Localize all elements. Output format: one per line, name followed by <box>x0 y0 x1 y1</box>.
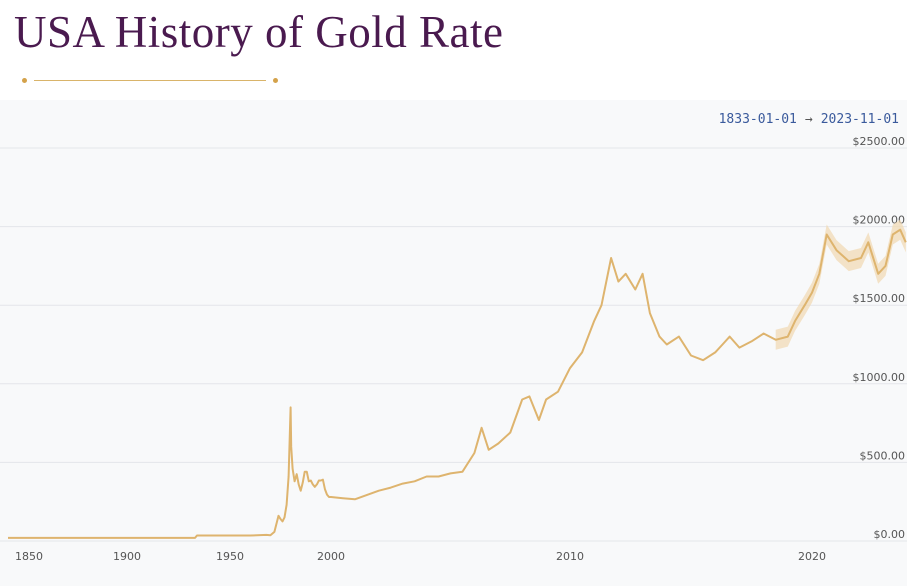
divider-line <box>34 80 266 81</box>
x-tick-label: 2020 <box>798 550 826 563</box>
gold-rate-series-line <box>8 228 907 539</box>
range-band <box>775 219 906 350</box>
x-tick-label: 1950 <box>216 550 244 563</box>
title-divider <box>22 76 278 86</box>
x-tick-label: 2000 <box>317 550 345 563</box>
x-tick-label: 1850 <box>15 550 43 563</box>
chart-panel <box>0 100 907 586</box>
x-tick-label: 1900 <box>113 550 141 563</box>
range-start: 1833-01-01 <box>718 112 797 127</box>
date-range: 1833-01-01 → 2023-11-01 <box>719 112 899 127</box>
y-tick-label: $2000.00 <box>853 214 906 227</box>
x-tick-label: 2010 <box>556 550 584 563</box>
page-title: USA History of Gold Rate <box>14 7 504 57</box>
y-tick-label: $1500.00 <box>853 292 906 305</box>
range-arrow: → <box>804 112 813 127</box>
divider-dot-left <box>22 78 27 83</box>
y-tick-label: $500.00 <box>860 449 906 462</box>
y-tick-label: $2500.00 <box>853 135 906 148</box>
divider-dot-right <box>273 78 278 83</box>
y-tick-label: $0.00 <box>874 528 906 541</box>
range-end: 2023-11-01 <box>820 112 899 127</box>
y-tick-label: $1000.00 <box>853 371 906 384</box>
